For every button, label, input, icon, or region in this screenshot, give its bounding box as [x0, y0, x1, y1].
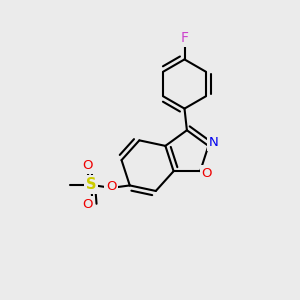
Text: F: F [181, 32, 188, 46]
Text: O: O [82, 159, 92, 172]
Text: S: S [86, 177, 96, 192]
Text: O: O [82, 198, 92, 211]
Text: N: N [209, 136, 219, 149]
Text: O: O [106, 180, 116, 193]
Text: O: O [202, 167, 212, 180]
